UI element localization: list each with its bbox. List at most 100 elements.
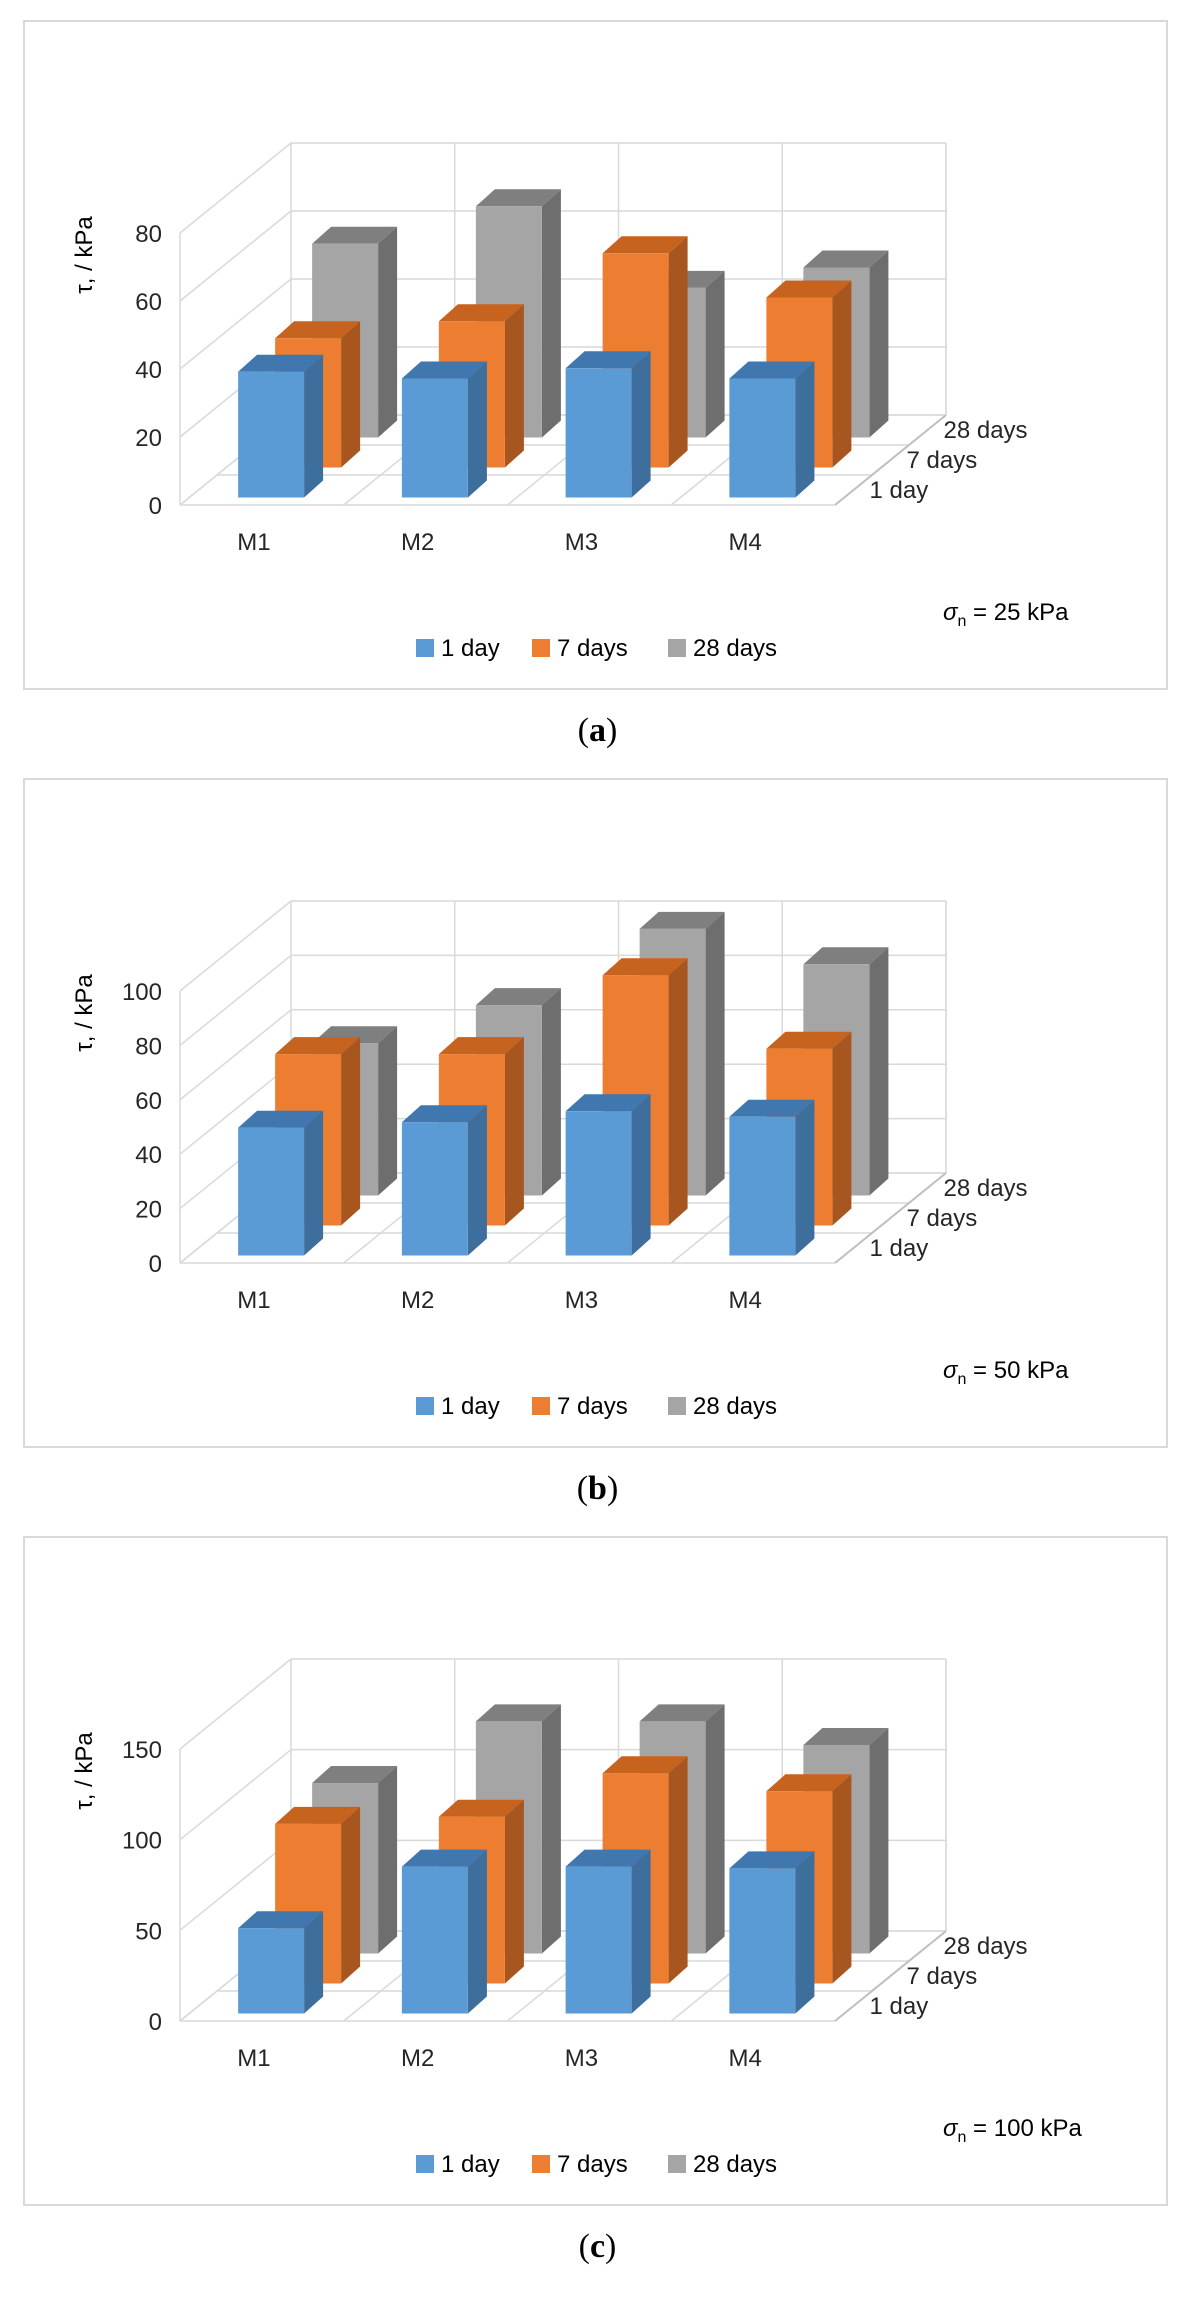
legend-label-1-day: 1 day (441, 635, 500, 662)
legend-label-28-days: 28 days (693, 1393, 777, 1420)
bar-side (668, 958, 688, 1226)
chart-a: τ, / kPa 0 20 40 60 80 M1 M2 M3 M4 1 day 7 days 2… (71, 142, 1069, 662)
bar-top (312, 226, 398, 244)
bar-front (565, 1866, 632, 2014)
legend-swatch-28-days (668, 639, 686, 657)
legend: 1 day 7 days 28 days (416, 2151, 777, 2178)
bar-side (869, 250, 889, 438)
legend: 1 day 7 days 28 days (416, 635, 777, 662)
legend-label-7-days: 7 days (557, 635, 628, 662)
category-label: M4 (728, 2045, 761, 2072)
bar-side (668, 236, 688, 468)
depth-label: 28 days (944, 1175, 1028, 1202)
category-label: M1 (237, 1287, 270, 1314)
y-tick-label: 60 (135, 1088, 162, 1115)
bar-top (565, 1849, 651, 1867)
bar-1-day-M3 (565, 1094, 651, 1256)
sigma-subscript: n (957, 2129, 966, 2146)
bar-top (602, 958, 688, 976)
y-tick-label: 100 (122, 979, 162, 1006)
category-label: M4 (728, 529, 761, 556)
depth-axis (834, 414, 947, 506)
bar-top (401, 361, 487, 379)
bar-1-day-M3 (565, 1849, 651, 2014)
sigma-subscript: n (957, 613, 966, 630)
depth-label: 7 days (907, 447, 978, 474)
bar-side (869, 1728, 889, 1954)
bar-side (378, 226, 398, 438)
bar-top (803, 250, 889, 268)
chart-panel-a: τ, / kPa 0 20 40 60 80 M1 M2 M3 M4 1 day 7 days 2… (0, 0, 1195, 767)
category-label: M4 (728, 1287, 761, 1314)
sigma-symbol: σ (943, 599, 959, 626)
gridline-side (179, 1658, 292, 1750)
bar-side (304, 1911, 324, 2014)
depth-label: 28 days (944, 417, 1028, 444)
bar-front (565, 368, 632, 498)
bar-front (729, 1116, 796, 1256)
bar-top (475, 1704, 561, 1722)
legend-swatch-28-days (668, 2155, 686, 2173)
bar-top (475, 988, 561, 1006)
legend-swatch-7-days (532, 639, 550, 657)
bar-side (631, 351, 651, 498)
bar-top (729, 1851, 815, 1869)
bar-1-day-M2 (401, 361, 487, 498)
bar-top (401, 1105, 487, 1123)
y-tick-label: 150 (122, 1737, 162, 1764)
bar-side (304, 1110, 324, 1256)
bar-1-day-M1 (238, 1110, 324, 1256)
depth-label: 7 days (907, 1963, 978, 1990)
depth-label: 28 days (944, 1933, 1028, 1960)
gridline-side (179, 1749, 292, 1841)
y-axis-label: τ, / kPa (71, 216, 98, 294)
legend-swatch-1-day (416, 2155, 434, 2173)
bar-top (639, 911, 725, 929)
bar-top (565, 1094, 651, 1112)
caption-letter: b (588, 1470, 607, 1507)
y-tick-label: 20 (135, 425, 162, 452)
figure-caption: (c) (578, 2228, 617, 2265)
gridline-side (179, 210, 292, 302)
bar-top (565, 351, 651, 369)
bar-side (832, 280, 852, 468)
bar-1-day-M2 (401, 1105, 487, 1256)
sigma-value: = 25 kPa (966, 599, 1069, 626)
category-label: M1 (237, 529, 270, 556)
normal-stress-annotation: σn = 100 kPa (943, 2115, 1082, 2146)
bar-top (401, 1849, 487, 1867)
legend-label-1-day: 1 day (441, 2151, 500, 2178)
gridline-side (179, 1009, 292, 1101)
y-tick-label: 40 (135, 1142, 162, 1169)
y-tick-label: 0 (149, 493, 162, 520)
bar-side (378, 1766, 398, 1954)
bar-side (504, 1799, 524, 1984)
bar-top (275, 1037, 361, 1055)
y-tick-label: 40 (135, 357, 162, 384)
bar-top (766, 1031, 852, 1049)
legend-label-28-days: 28 days (693, 635, 777, 662)
category-label: M3 (565, 529, 598, 556)
bar-1-day-M4 (729, 361, 815, 498)
chart-panel-b: τ, / kPa 0 20 40 60 80 100 M1 M2 M3 M4 1 day 7 da… (0, 758, 1195, 1525)
sigma-value: = 50 kPa (966, 1357, 1069, 1384)
bar-front (729, 1868, 796, 2014)
chart-c: τ, / kPa 0 50 100 150 M1 M2 M3 M4 1 day 7 days 2… (71, 1658, 1082, 2178)
depth-label: 1 day (870, 477, 929, 504)
bar-top (729, 361, 815, 379)
bar-side (341, 1806, 361, 1984)
sigma-symbol: σ (943, 2115, 959, 2142)
bar-side (832, 1031, 852, 1226)
bar-1-day-M3 (565, 351, 651, 498)
depth-axis (834, 1172, 947, 1264)
y-tick-label: 20 (135, 1197, 162, 1224)
legend-label-1-day: 1 day (441, 1393, 500, 1420)
bar-side (341, 321, 361, 468)
gridline-side (179, 1063, 292, 1155)
category-label: M1 (237, 2045, 270, 2072)
bar-1-day-M1 (238, 1911, 324, 2014)
bar-front (238, 1127, 305, 1256)
bar-side (631, 1849, 651, 2014)
sigma-value: = 100 kPa (966, 2115, 1082, 2142)
bar-side (795, 1851, 815, 2014)
